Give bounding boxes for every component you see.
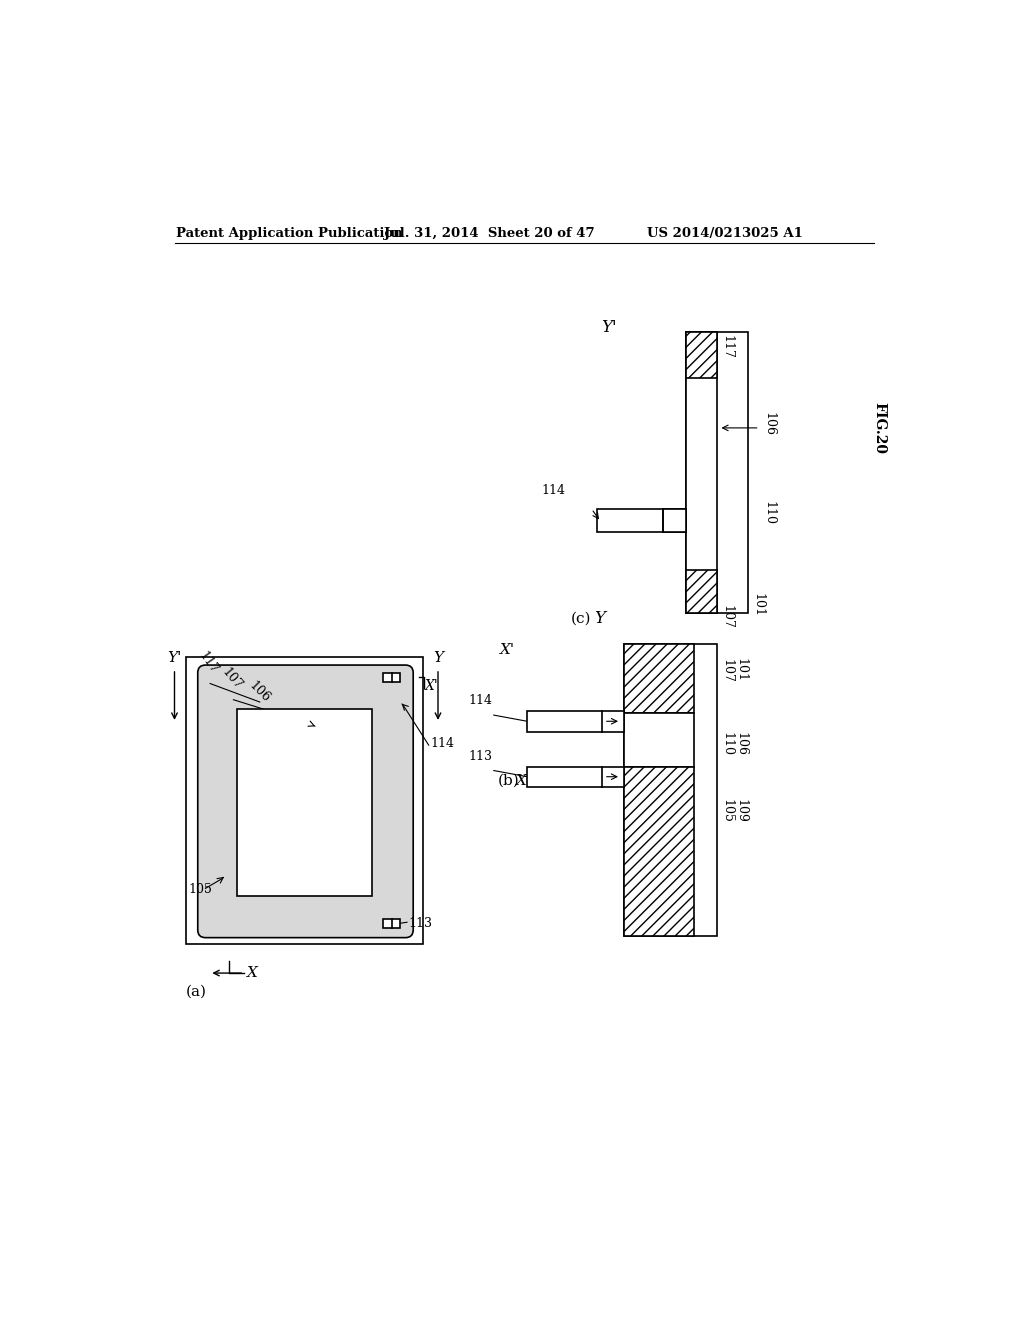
Text: X: X: [515, 774, 526, 788]
Bar: [624, 713, 693, 767]
Bar: [686, 570, 717, 612]
Text: (c): (c): [571, 612, 592, 626]
Text: 110: 110: [762, 500, 775, 524]
Text: X': X': [500, 643, 515, 656]
Text: Patent Application Publication: Patent Application Publication: [176, 227, 402, 240]
Text: Jul. 31, 2014  Sheet 20 of 47: Jul. 31, 2014 Sheet 20 of 47: [384, 227, 594, 240]
Text: 107: 107: [721, 659, 734, 682]
Text: FIG.20: FIG.20: [872, 401, 887, 454]
Text: 114: 114: [542, 484, 566, 498]
Text: 106: 106: [247, 678, 272, 705]
Bar: [686, 331, 717, 378]
Bar: [527, 767, 624, 788]
Bar: [624, 644, 693, 713]
Bar: [186, 657, 423, 944]
Text: Y': Y': [601, 319, 616, 337]
Bar: [383, 673, 400, 682]
Text: X': X': [425, 678, 438, 693]
Text: 117: 117: [197, 649, 220, 676]
Text: Y': Y': [167, 651, 181, 665]
Text: 114: 114: [430, 737, 455, 750]
Text: (a): (a): [186, 985, 207, 998]
Bar: [624, 767, 693, 936]
Text: 107: 107: [219, 665, 245, 692]
Bar: [663, 508, 686, 532]
Text: 106: 106: [762, 412, 775, 436]
Text: US 2014/0213025 A1: US 2014/0213025 A1: [647, 227, 803, 240]
Text: 109: 109: [734, 799, 748, 822]
Text: Y: Y: [595, 610, 605, 627]
Bar: [686, 331, 748, 612]
Bar: [527, 711, 624, 733]
Text: 110: 110: [721, 731, 734, 755]
Text: X: X: [247, 966, 257, 979]
Text: 106: 106: [734, 731, 748, 755]
Text: Y: Y: [433, 651, 443, 665]
Bar: [383, 919, 400, 928]
Text: 114: 114: [468, 694, 493, 708]
Text: (b): (b): [498, 774, 519, 788]
Text: 113: 113: [409, 916, 432, 929]
Bar: [686, 331, 717, 612]
Bar: [624, 644, 717, 936]
Text: 113: 113: [468, 750, 493, 763]
Text: 105: 105: [188, 883, 212, 896]
Text: 107: 107: [721, 605, 734, 628]
Text: 101: 101: [734, 659, 748, 682]
Bar: [597, 508, 686, 532]
Text: 101: 101: [752, 593, 765, 616]
Text: 117: 117: [721, 335, 734, 359]
Bar: [237, 709, 372, 896]
FancyBboxPatch shape: [198, 665, 414, 937]
Text: 105: 105: [721, 799, 734, 822]
